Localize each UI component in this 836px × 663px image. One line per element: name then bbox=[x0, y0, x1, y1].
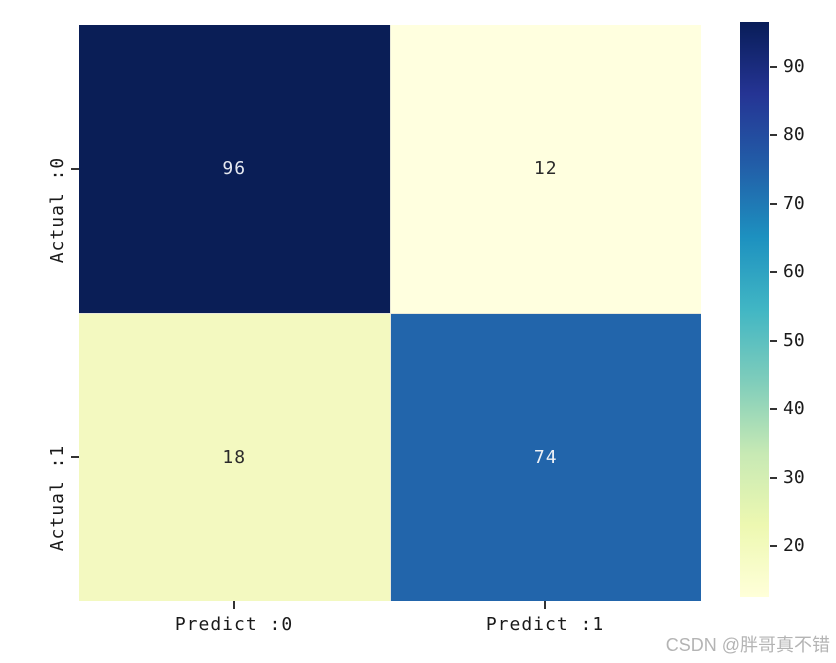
colorbar-tick-label: 70 bbox=[783, 193, 805, 214]
colorbar-tick-mark bbox=[770, 66, 777, 68]
y-axis-tick-label-actual-0: Actual :0 bbox=[47, 156, 68, 264]
y-axis-tick-mark bbox=[71, 168, 79, 170]
colorbar-tick-label: 40 bbox=[783, 398, 805, 419]
x-axis-tick-mark bbox=[544, 601, 546, 609]
heatmap-cell-actual0-predict1: 12 bbox=[390, 25, 701, 313]
colorbar-tick-label: 30 bbox=[783, 467, 805, 488]
colorbar-tick-mark bbox=[770, 545, 777, 547]
heatmap-cell-actual0-predict0: 96 bbox=[79, 25, 390, 313]
csdn-watermark: CSDN @胖哥真不错 bbox=[665, 635, 830, 655]
y-axis-tick-label-actual-1: Actual :1 bbox=[47, 444, 68, 552]
colorbar-tick-label: 90 bbox=[783, 56, 805, 77]
heatmap-cell-actual1-predict0: 18 bbox=[79, 313, 390, 601]
confusion-matrix-heatmap: 96 12 18 74 bbox=[79, 25, 701, 601]
x-axis-tick-label-predict-0: Predict :0 bbox=[174, 614, 294, 635]
x-axis-tick-label-predict-1: Predict :1 bbox=[485, 614, 605, 635]
cell-value: 74 bbox=[533, 446, 558, 468]
y-axis-tick-mark bbox=[71, 456, 79, 458]
colorbar-tick-label: 80 bbox=[783, 124, 805, 145]
colorbar-tick-label: 20 bbox=[783, 535, 805, 556]
colorbar-tick-mark bbox=[770, 340, 777, 342]
colorbar-tick-mark bbox=[770, 203, 777, 205]
cell-value: 96 bbox=[222, 158, 247, 180]
colorbar-tick-mark bbox=[770, 134, 777, 136]
colorbar-tick-label: 50 bbox=[783, 330, 805, 351]
colorbar-tick-label: 60 bbox=[783, 261, 805, 282]
cell-value: 18 bbox=[222, 446, 247, 468]
colorbar-tick-mark bbox=[770, 408, 777, 410]
colorbar-gradient bbox=[740, 22, 769, 597]
colorbar-tick-mark bbox=[770, 477, 777, 479]
x-axis-tick-mark bbox=[233, 601, 235, 609]
heatmap-cell-actual1-predict1: 74 bbox=[390, 313, 701, 601]
cell-value: 12 bbox=[533, 158, 558, 180]
colorbar-tick-mark bbox=[770, 271, 777, 273]
